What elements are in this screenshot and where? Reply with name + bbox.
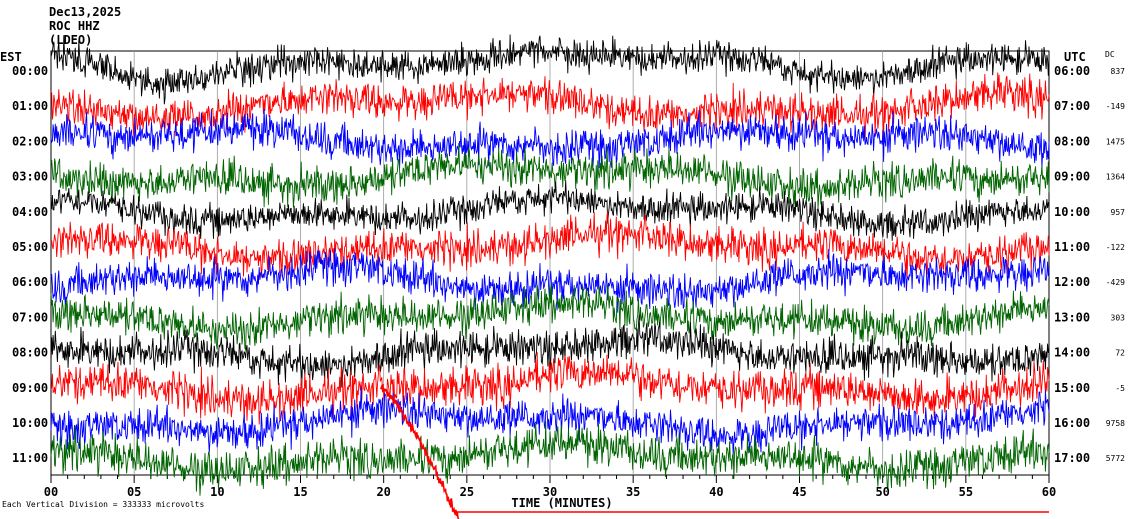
dc-value: 5772 [1106, 454, 1125, 463]
dc-value: 9758 [1106, 419, 1125, 428]
est-label: 08:00 [12, 346, 48, 360]
x-tick-label: 10 [210, 485, 224, 499]
est-label: 03:00 [12, 170, 48, 184]
utc-label: 11:00 [1054, 240, 1090, 254]
utc-label: 12:00 [1054, 275, 1090, 289]
dc-value: 72 [1115, 349, 1125, 358]
est-label: 00:00 [12, 64, 48, 78]
chart-date: Dec13,2025 [49, 5, 122, 19]
trace-0600 [50, 248, 1050, 313]
trace-0200 [50, 108, 1050, 169]
station-label: ROC HHZ [49, 19, 100, 33]
dc-value: 837 [1111, 67, 1126, 76]
x-tick-label: 05 [127, 485, 141, 499]
x-tick-label: 20 [376, 485, 390, 499]
est-label: 05:00 [12, 240, 48, 254]
est-label: 10:00 [12, 416, 48, 430]
trace-1000 [50, 386, 1050, 456]
utc-label: 10:00 [1054, 205, 1090, 219]
trace-0900 [50, 352, 1050, 425]
trace-1100 [50, 421, 1050, 496]
utc-label: 17:00 [1054, 451, 1090, 465]
x-tick-label: 25 [460, 485, 474, 499]
x-tick-label: 45 [792, 485, 806, 499]
trace-0300 [50, 142, 1050, 209]
est-label: 11:00 [12, 451, 48, 465]
x-tick-label: 35 [626, 485, 640, 499]
dc-value: -429 [1106, 278, 1125, 287]
x-tick-label: 40 [709, 485, 723, 499]
x-tick-label: 15 [293, 485, 307, 499]
est-label: 09:00 [12, 381, 48, 395]
network-label: (LDEO) [49, 33, 93, 47]
utc-label: 15:00 [1054, 381, 1090, 395]
dc-value: -5 [1115, 384, 1125, 393]
dc-value: 1475 [1106, 137, 1125, 146]
dc-value: 957 [1111, 208, 1126, 217]
est-label: 02:00 [12, 134, 48, 148]
dc-header: DC [1105, 50, 1115, 59]
red-event-trace [379, 384, 460, 519]
est-label: 04:00 [12, 205, 48, 219]
est-axis-label: EST [0, 50, 22, 64]
est-label: 07:00 [12, 310, 48, 324]
trace-0000 [50, 34, 1050, 105]
utc-label: 13:00 [1054, 310, 1090, 324]
utc-label: 16:00 [1054, 416, 1090, 430]
trace-0500 [50, 211, 1050, 278]
x-tick-label: 30 [543, 485, 557, 499]
utc-label: 14:00 [1054, 346, 1090, 360]
est-label: 01:00 [12, 99, 48, 113]
x-axis-label: TIME (MINUTES) [511, 496, 612, 510]
est-label: 06:00 [12, 275, 48, 289]
utc-label: 07:00 [1054, 99, 1090, 113]
trace-0100 [50, 72, 1050, 141]
dc-value: -122 [1106, 243, 1125, 252]
utc-axis-label: UTC [1064, 50, 1086, 64]
trace-0400 [50, 180, 1050, 241]
utc-label: 08:00 [1054, 134, 1090, 148]
dc-value: 1364 [1106, 173, 1125, 182]
utc-label: 09:00 [1054, 170, 1090, 184]
x-tick-label: 55 [959, 485, 973, 499]
dc-value: -149 [1106, 102, 1125, 111]
x-tick-label: 00 [44, 485, 58, 499]
x-tick-label: 60 [1042, 485, 1056, 499]
dc-value: 303 [1111, 313, 1126, 322]
utc-label: 06:00 [1054, 64, 1090, 78]
x-tick-label: 50 [875, 485, 889, 499]
footer-note: Each Vertical Division = 333333 microvol… [2, 500, 205, 509]
trace-0700 [50, 283, 1050, 352]
